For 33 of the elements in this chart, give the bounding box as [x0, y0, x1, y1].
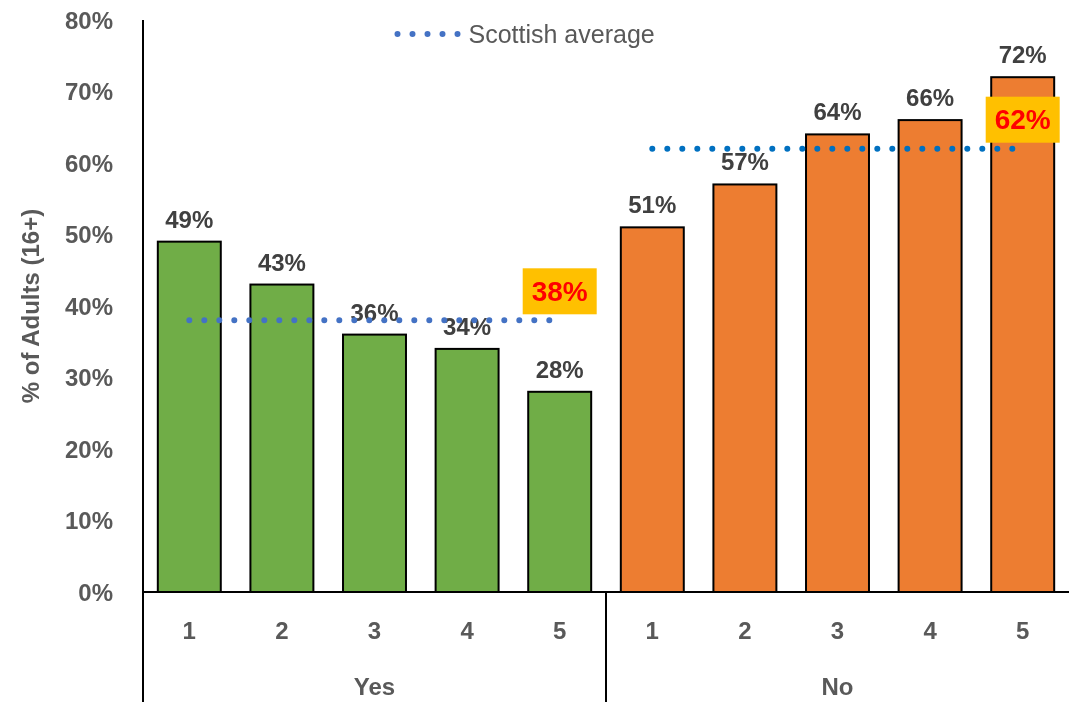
- y-tick-label: 70%: [64, 78, 113, 105]
- y-tick-label: 50%: [64, 221, 113, 248]
- y-tick-label: 20%: [64, 435, 113, 463]
- y-tick-label: 60%: [64, 149, 113, 177]
- x-tick-label: 3: [830, 616, 845, 644]
- text: No: [821, 672, 854, 700]
- text: Yes: [353, 672, 396, 700]
- x-tick-label: 4: [923, 616, 938, 644]
- data-label: 57%: [720, 148, 769, 176]
- x-tick-label: 2: [275, 616, 289, 644]
- y-tick-label: 30%: [64, 364, 113, 391]
- x-tick-label: 3: [367, 616, 382, 644]
- x-tick-label: 5: [553, 616, 567, 644]
- y-tick-label: 40%: [64, 292, 113, 320]
- x-tick-label: 5: [1016, 616, 1030, 644]
- x-tick-label: 1: [645, 616, 659, 644]
- y-tick-label: 0%: [78, 578, 113, 606]
- y-tick-label: 80%: [64, 6, 113, 34]
- data-label: 72%: [998, 41, 1047, 69]
- data-label: 66%: [906, 84, 955, 112]
- x-tick-label: 1: [182, 616, 196, 644]
- y-tick-label: 10%: [64, 507, 113, 534]
- data-label: 43%: [257, 248, 306, 276]
- x-tick-label: 4: [460, 616, 475, 644]
- data-label: 49%: [165, 205, 214, 233]
- data-label: 64%: [813, 98, 862, 126]
- data-label: 28%: [535, 355, 584, 383]
- legend-label: Scottish average: [468, 20, 655, 48]
- data-label: 62%: [994, 104, 1051, 136]
- data-label: 38%: [531, 275, 588, 307]
- y-axis-title: % of Adults (16+): [16, 208, 44, 404]
- x-tick-label: 2: [738, 616, 752, 644]
- data-label: 51%: [628, 191, 677, 219]
